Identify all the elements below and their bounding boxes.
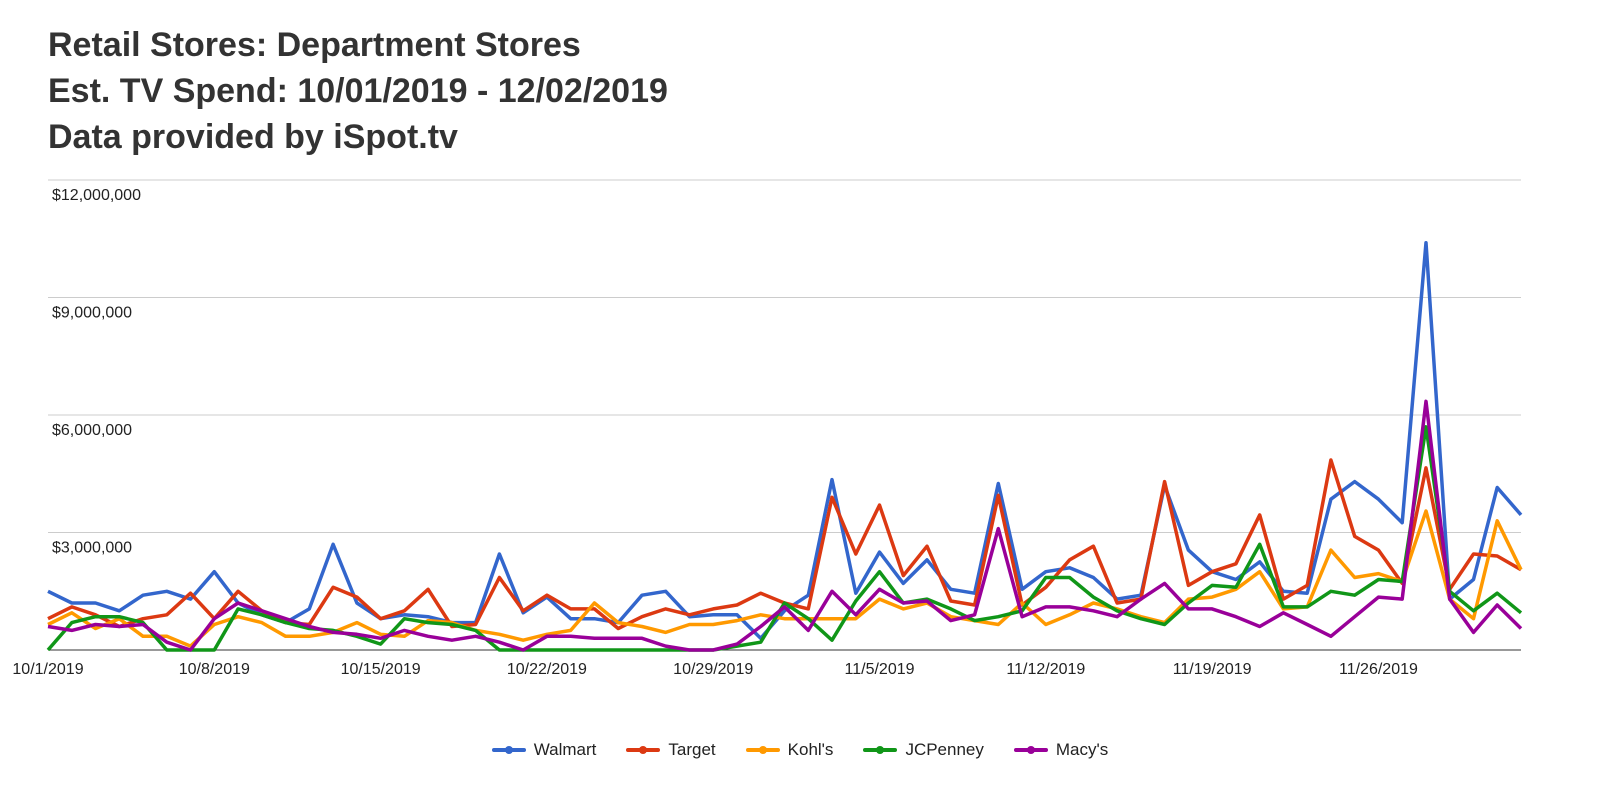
y-axis-ticks: $3,000,000 $6,000,000 $9,000,000 $12,000,00… — [52, 187, 141, 557]
legend-item-target: Target — [626, 740, 716, 760]
series-line-kohls — [47, 509, 1523, 648]
legend-swatch — [491, 746, 526, 754]
series-line-walmart — [47, 240, 1523, 641]
legend-swatch — [745, 746, 780, 754]
series-line-jcpenney — [46, 425, 1523, 652]
legend-label: Macy's — [1055, 740, 1109, 759]
y-tick-label: $6,000,000 — [52, 422, 132, 439]
x-tick-label: 11/19/2019 — [1173, 661, 1252, 678]
legend-item-macys: Macy's — [1013, 740, 1109, 760]
legend-swatch — [1013, 746, 1048, 754]
x-axis-ticks: 10/1/2019 10/8/2019 10/15/2019 10/22/2019 10… — [12, 661, 1418, 678]
legend-item-kohls: Kohl's — [745, 740, 834, 760]
legend-swatch — [863, 746, 898, 754]
x-tick-label: 10/1/2019 — [12, 661, 83, 678]
series-lines — [46, 240, 1523, 652]
y-tick-label: $3,000,000 — [52, 540, 132, 557]
series-line-macys — [47, 399, 1523, 652]
legend-label: Target — [668, 740, 716, 759]
legend-swatch — [626, 746, 661, 754]
chart-subtitle-date-range: Est. TV Spend: 10/01/2019 - 12/02/2019 — [48, 72, 668, 110]
chart-subtitle-source: Data provided by iSpot.tv — [48, 118, 458, 156]
x-tick-label: 10/8/2019 — [179, 661, 250, 678]
gridlines — [48, 179, 1521, 651]
legend-label: JCPenney — [905, 740, 984, 759]
chart-title: Retail Stores: Department Stores — [48, 26, 581, 64]
legend: Walmart Target Kohl's JCPenney Macy's — [0, 740, 1600, 760]
chart-title-block: Retail Stores: Department Stores Est. TV… — [48, 22, 668, 160]
x-tick-label: 10/29/2019 — [673, 661, 753, 678]
y-tick-label: $9,000,000 — [52, 305, 132, 322]
x-tick-label: 10/22/2019 — [507, 661, 587, 678]
legend-item-jcpenney: JCPenney — [863, 740, 984, 760]
legend-item-walmart: Walmart — [491, 740, 597, 760]
x-tick-label: 11/12/2019 — [1006, 661, 1085, 678]
y-tick-label: $12,000,000 — [52, 187, 141, 204]
x-tick-label: 11/5/2019 — [845, 661, 915, 678]
legend-label: Walmart — [533, 740, 597, 759]
legend-label: Kohl's — [787, 740, 834, 759]
x-tick-label: 11/26/2019 — [1339, 661, 1418, 678]
x-tick-label: 10/15/2019 — [341, 661, 421, 678]
